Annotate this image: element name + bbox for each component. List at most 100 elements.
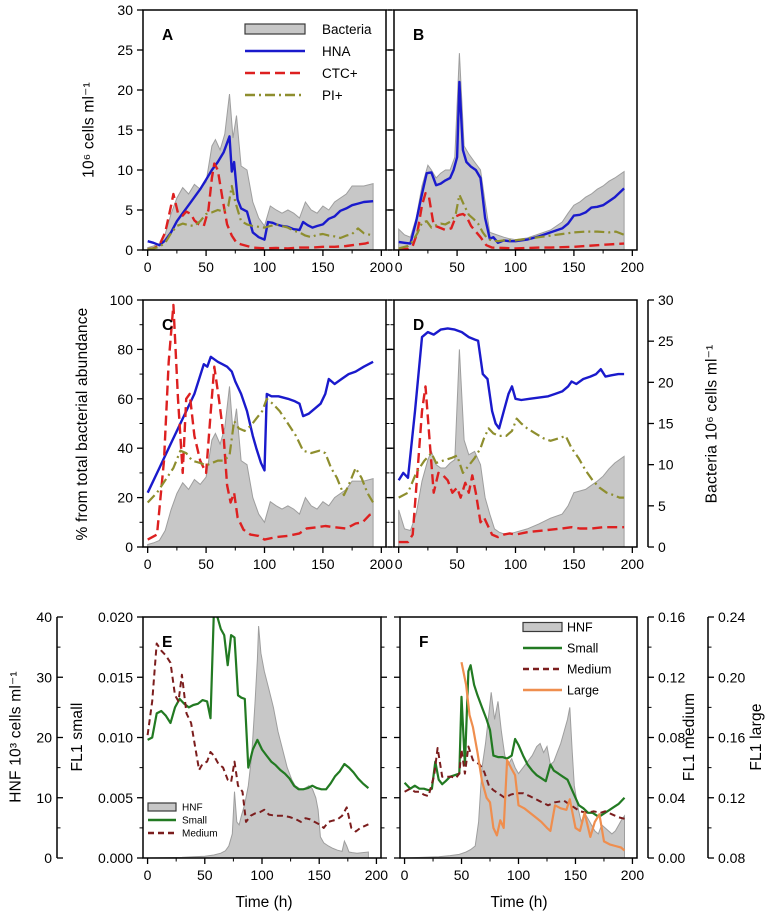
- svg-text:0: 0: [44, 850, 52, 866]
- panel-F: 0 50 100 150 200 0.00 0.04 0.08 0.12 0.16 0.08 0.12…: [394, 609, 745, 883]
- panel-E-plot-area: [146, 617, 370, 858]
- panel-C-plot-area: [146, 303, 375, 547]
- y-axis-title-fl1-large: FL1 large: [748, 703, 765, 771]
- x-axis-title-e: Time (h): [235, 894, 293, 911]
- svg-text:0.20: 0.20: [718, 669, 745, 685]
- panel-A-x-axis: 0 50 100 150 200: [144, 250, 393, 275]
- panel-E-legend: HNF Small Medium: [147, 802, 218, 840]
- svg-text:0.12: 0.12: [718, 790, 745, 806]
- panel-A-legend: Bacteria HNA CTC+ PI+: [244, 22, 372, 103]
- panel-A-plot-area: [147, 93, 374, 250]
- legend-swatch-HNF: [522, 621, 563, 633]
- svg-text:0.16: 0.16: [718, 730, 745, 746]
- svg-text:0.04: 0.04: [658, 790, 685, 806]
- panel-A-series-HNA: [147, 135, 374, 247]
- panel-A-series-Bacteria: [147, 93, 374, 250]
- svg-text:100: 100: [253, 259, 277, 275]
- legend-swatch-Bacteria: [244, 23, 306, 35]
- svg-text:0.015: 0.015: [98, 669, 133, 685]
- panel-A-label: A: [162, 27, 173, 44]
- panel-E-axis-yr: [381, 616, 387, 859]
- svg-text:30: 30: [36, 669, 52, 685]
- svg-text:50: 50: [198, 556, 214, 572]
- panel-C-series-CTC+: [147, 303, 374, 541]
- panel-B-label: B: [413, 27, 424, 44]
- svg-text:40: 40: [117, 440, 133, 456]
- svg-text:0.020: 0.020: [98, 609, 133, 625]
- svg-text:50: 50: [198, 259, 214, 275]
- panel-C-series-PI+: [146, 397, 375, 504]
- panel-E-x-axis: 0 50 100 150 200: [144, 858, 389, 883]
- panel-E-label: E: [162, 634, 172, 651]
- svg-text:20: 20: [117, 82, 133, 98]
- svg-text:100: 100: [110, 292, 134, 308]
- panel-A: 0 50 100 150 200 0 5 10 15 20 25 30 A Bacteria HNA CTC+…: [117, 2, 393, 275]
- svg-text:200: 200: [621, 259, 645, 275]
- svg-text:150: 150: [311, 556, 335, 572]
- legend-label-Large: Large: [567, 684, 599, 698]
- svg-text:200: 200: [365, 867, 389, 883]
- svg-text:150: 150: [562, 556, 586, 572]
- svg-text:40: 40: [36, 609, 52, 625]
- legend-label-Medium: Medium: [567, 663, 611, 677]
- y-axis-title-row2-right: Bacteria 10⁶ cells ml⁻¹: [703, 344, 721, 504]
- svg-text:0: 0: [658, 539, 666, 555]
- svg-text:15: 15: [658, 416, 674, 432]
- y-axis-title-row2: % from total bacterial abundance: [74, 307, 91, 541]
- panel-E-series-Medium: [146, 642, 369, 833]
- panel-D: 0 50 100 150 200 0 5 10 15 20 25 30 D: [388, 292, 674, 572]
- svg-text:150: 150: [311, 259, 335, 275]
- svg-text:20: 20: [117, 490, 133, 506]
- svg-text:50: 50: [449, 556, 465, 572]
- panel-F-axis-lrg: 0.08 0.12 0.16 0.20 0.24: [707, 609, 745, 866]
- panel-C-series-Bacteria: [147, 386, 374, 547]
- svg-text:100: 100: [253, 556, 277, 572]
- panel-E-axis-hnf: 0 10 20 30 40: [36, 609, 63, 866]
- panel-B-series-PI+: [398, 193, 625, 250]
- panel-B-series-Bacteria: [398, 53, 625, 250]
- svg-text:150: 150: [308, 867, 332, 883]
- svg-text:0.16: 0.16: [658, 609, 685, 625]
- svg-text:200: 200: [370, 259, 394, 275]
- panel-D-series-Bacteria: [398, 349, 625, 547]
- panel-D-axis-bact: 0 5 10 15 20 25 30: [647, 292, 674, 555]
- svg-text:0: 0: [395, 259, 403, 275]
- svg-text:200: 200: [621, 556, 645, 572]
- panel-A-series-PI+: [147, 184, 374, 250]
- legend-label-Bacteria: Bacteria: [322, 22, 372, 37]
- legend-label-PI+: PI+: [322, 88, 343, 103]
- svg-text:0.24: 0.24: [718, 609, 745, 625]
- svg-text:10: 10: [658, 457, 674, 473]
- panel-E: 0 50 100 150 200 0 10 20 30 40 0.000 0.005 0.010 0.01…: [36, 609, 388, 883]
- svg-text:10: 10: [36, 790, 52, 806]
- svg-text:100: 100: [507, 867, 531, 883]
- panel-D-label: D: [413, 317, 424, 334]
- svg-text:20: 20: [658, 374, 674, 390]
- panel-B-series-HNA: [398, 80, 625, 245]
- panel-F-legend: HNF Small Medium Large: [522, 621, 611, 698]
- svg-text:0.005: 0.005: [98, 790, 133, 806]
- panel-C-x-axis: 0 50 100 150 200: [144, 547, 393, 572]
- svg-text:0.08: 0.08: [718, 850, 745, 866]
- panel-A-series-CTC+: [147, 162, 374, 250]
- panel-D-series-CTC+: [398, 385, 625, 544]
- svg-text:200: 200: [370, 556, 394, 572]
- panel-B-axis-y: [388, 9, 394, 251]
- panel-F-series-Small: [403, 664, 626, 817]
- svg-text:0: 0: [395, 556, 403, 572]
- svg-text:0: 0: [144, 867, 152, 883]
- panel-A-axis-y: 0 5 10 15 20 25 30: [117, 2, 143, 258]
- svg-text:10: 10: [117, 162, 133, 178]
- panel-F-label: F: [419, 634, 428, 651]
- panel-F-series-Medium: [404, 745, 625, 820]
- svg-text:0: 0: [125, 242, 133, 258]
- panel-D-x-axis: 0 50 100 150 200: [395, 547, 644, 572]
- legend-label-HNF: HNF: [182, 803, 203, 814]
- svg-text:50: 50: [454, 867, 470, 883]
- legend-swatch-HNF: [147, 802, 177, 812]
- legend-label-Medium: Medium: [182, 829, 218, 840]
- y-axis-title-fl1-medium: FL1 medium: [681, 692, 698, 782]
- svg-text:150: 150: [564, 867, 588, 883]
